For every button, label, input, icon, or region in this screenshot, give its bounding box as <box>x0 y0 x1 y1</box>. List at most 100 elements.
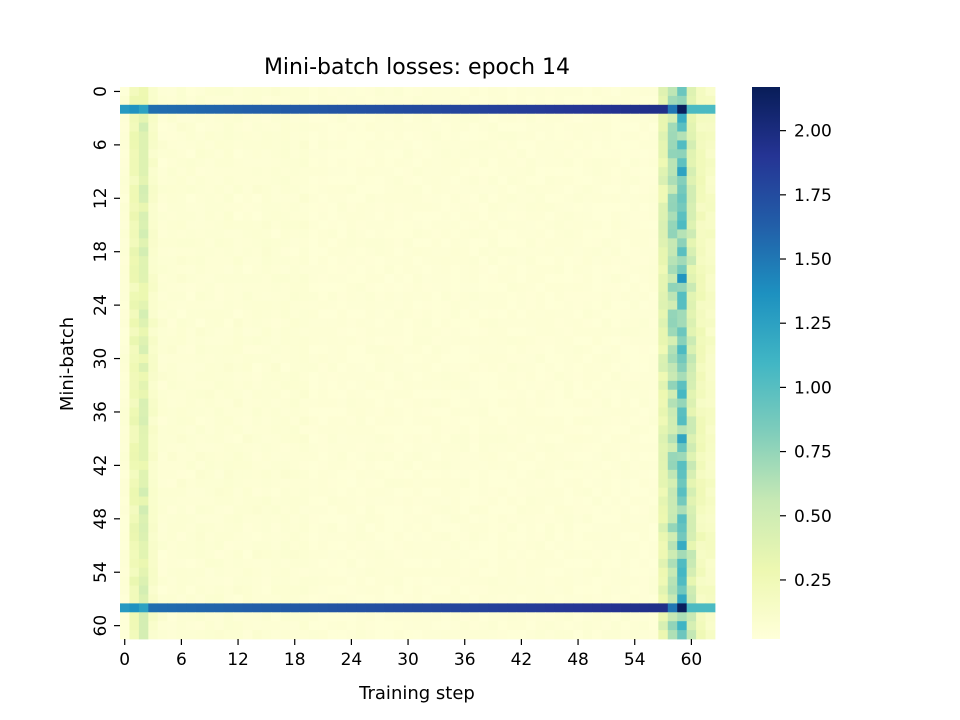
heatmap-cell <box>431 425 442 435</box>
heatmap-cell <box>667 549 678 560</box>
heatmap-cell <box>252 478 263 489</box>
heatmap-cell <box>290 443 300 453</box>
heatmap-cell <box>167 158 178 168</box>
heatmap-cell <box>195 603 206 613</box>
heatmap-cell <box>195 291 206 302</box>
heatmap-cell <box>469 496 480 506</box>
heatmap-cell <box>658 469 669 480</box>
heatmap-cell <box>582 398 593 408</box>
heatmap-cell <box>696 282 706 293</box>
heatmap-cell <box>186 621 196 631</box>
heatmap-cell <box>630 104 640 115</box>
heatmap-cell <box>677 398 688 408</box>
heatmap-cell <box>431 630 442 640</box>
colorbar-tick-label: 1.50 <box>794 250 832 270</box>
heatmap-cell <box>639 469 650 480</box>
heatmap-cell <box>582 452 593 462</box>
heatmap-cell <box>507 532 518 542</box>
heatmap-cell <box>375 122 385 132</box>
heatmap-cell <box>469 202 480 213</box>
heatmap-cell <box>186 167 196 177</box>
heatmap-cell <box>167 309 178 319</box>
heatmap-cell <box>384 576 395 586</box>
heatmap-cell <box>516 211 527 221</box>
heatmap-cell <box>705 496 716 506</box>
heatmap-cell <box>441 336 451 346</box>
heatmap-cell <box>290 585 300 595</box>
heatmap-cell <box>205 523 215 533</box>
heatmap-cell <box>488 291 499 302</box>
heatmap-cell <box>450 95 461 106</box>
heatmap-cell <box>460 318 470 328</box>
heatmap-cell <box>648 558 659 569</box>
heatmap-cell <box>667 443 678 453</box>
heatmap-cell <box>167 167 178 177</box>
heatmap-cell <box>431 167 442 177</box>
heatmap-cell <box>497 291 508 302</box>
heatmap-cell <box>186 371 196 382</box>
heatmap-cell <box>422 140 433 150</box>
heatmap-cell <box>261 505 272 515</box>
heatmap-cell <box>195 434 206 444</box>
heatmap-cell <box>526 487 536 497</box>
heatmap-cell <box>696 514 706 524</box>
heatmap-cell <box>488 371 499 382</box>
heatmap-cell <box>167 469 178 480</box>
heatmap-cell <box>299 478 310 489</box>
heatmap-cell <box>478 425 489 435</box>
heatmap-cell <box>705 327 716 337</box>
heatmap-cell <box>205 336 215 346</box>
heatmap-cell <box>601 273 612 284</box>
heatmap-cell <box>223 122 234 132</box>
heatmap-cell <box>592 452 603 462</box>
heatmap-cell <box>337 211 348 221</box>
heatmap-cell <box>573 318 584 328</box>
heatmap-cell <box>148 158 159 168</box>
heatmap-cell <box>271 167 281 177</box>
heatmap-cell <box>488 300 499 310</box>
heatmap-cell <box>346 514 357 524</box>
heatmap-cell <box>384 416 395 426</box>
heatmap-cell <box>271 354 281 364</box>
heatmap-cell <box>384 407 395 417</box>
heatmap-cell <box>214 140 225 150</box>
heatmap-cell <box>346 291 357 302</box>
heatmap-cell <box>356 532 366 542</box>
heatmap-cell <box>384 541 395 551</box>
heatmap-cell <box>526 541 536 551</box>
heatmap-cell <box>365 220 376 230</box>
heatmap-cell <box>261 621 272 631</box>
heatmap-cell <box>233 469 244 480</box>
heatmap-cell <box>516 202 527 213</box>
heatmap-cell <box>460 229 470 239</box>
heatmap-cell <box>696 131 706 141</box>
heatmap-cell <box>233 505 244 515</box>
heatmap-cell <box>450 318 461 328</box>
heatmap-cell <box>460 354 470 364</box>
heatmap-cell <box>582 167 593 177</box>
heatmap-cell <box>403 371 414 382</box>
heatmap-cell <box>176 558 187 569</box>
heatmap-cell <box>441 407 451 417</box>
heatmap-cell <box>667 434 678 444</box>
heatmap-cell <box>639 558 650 569</box>
heatmap-cell <box>356 140 366 150</box>
heatmap-cell <box>186 327 196 337</box>
heatmap-cell <box>620 380 631 391</box>
heatmap-cell <box>573 87 584 97</box>
heatmap-cell <box>214 594 225 604</box>
heatmap-cell <box>696 238 706 248</box>
heatmap-cell <box>639 363 650 373</box>
heatmap-cell <box>422 345 433 355</box>
heatmap-cell <box>318 363 329 373</box>
heatmap-cell <box>648 443 659 453</box>
heatmap-cell <box>422 273 433 284</box>
heatmap-cell <box>478 452 489 462</box>
heatmap-cell <box>242 389 253 400</box>
heatmap-cell <box>186 434 196 444</box>
heatmap-cell <box>327 496 338 506</box>
heatmap-cell <box>497 300 508 310</box>
heatmap-cell <box>526 514 536 524</box>
heatmap-cell <box>611 469 621 480</box>
heatmap-cell <box>337 363 348 373</box>
